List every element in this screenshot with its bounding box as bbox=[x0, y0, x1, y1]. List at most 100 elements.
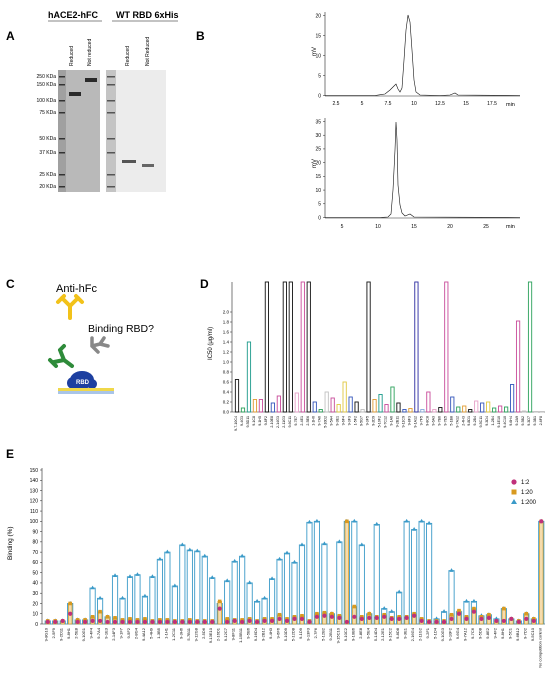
chart-e-marker-1-2 bbox=[127, 619, 133, 625]
chart-e-marker-1-2 bbox=[172, 619, 177, 625]
gel-left-marker-lane bbox=[58, 70, 66, 192]
band-rmarker-6 bbox=[107, 152, 115, 154]
gel-lane-label-left: Reduced bbox=[69, 46, 75, 66]
chart-d-bar bbox=[354, 401, 359, 413]
chart-e-marker-1-200 bbox=[441, 609, 447, 613]
chart-d-x-tick-label: 9-3B1 bbox=[533, 416, 537, 426]
chart-d-y-tick-label: 0.8 bbox=[223, 370, 230, 375]
chart-e-x-tick-label: 5-12D8 bbox=[291, 627, 296, 641]
chart-e-x-tick-label: 9-6B12 bbox=[515, 627, 520, 641]
chart-d-x-tick-labels: 9-7-10C4 9-4G3 9-5D11 9-1C8 9-1H5 9-8F2 2-10E8… bbox=[234, 416, 543, 431]
chart-e-marker-1-2 bbox=[195, 619, 200, 625]
chart-d-bar bbox=[521, 410, 527, 413]
chart-e-marker-1-200 bbox=[359, 542, 364, 547]
chart-e-y-tick-label: 30 bbox=[32, 591, 38, 597]
chart-e-marker-1-2 bbox=[255, 619, 260, 625]
chromatogram-top: mV 0 5 10 15 20 2.5 5 7.5 10 12.5 15 17.5 min bbox=[312, 12, 521, 108]
chart-d-y-tick-label: 1.0 bbox=[223, 360, 230, 365]
band-marker-3 bbox=[59, 100, 65, 102]
chart-e-marker-1-200 bbox=[389, 609, 394, 613]
chart-d-x-tick-label: 9-3D7 bbox=[527, 416, 531, 426]
chart-d-bar bbox=[258, 399, 264, 413]
chart-e-y-label: Binding (%) bbox=[7, 526, 14, 560]
chart-e-marker-1-200 bbox=[202, 553, 207, 558]
chart-e-bar-1-200 bbox=[201, 555, 208, 625]
chart-e-x-tick-label: 5-4H9 bbox=[148, 627, 153, 639]
chart-e-x-tick-label: 9-10G1 bbox=[81, 627, 86, 641]
chart-e-marker-1-2 bbox=[314, 614, 320, 619]
chart-e-x-tick-label: 5-10D9 bbox=[283, 627, 288, 641]
chart-d-bar bbox=[366, 281, 371, 413]
panel-a-letter: A bbox=[6, 29, 15, 43]
chart-e-marker-1-200 bbox=[284, 550, 290, 555]
chart-d-x-tick-label: 9-3F3 bbox=[348, 416, 352, 425]
chart-e-marker-1-20 bbox=[68, 601, 72, 606]
chart-e-y-tick-label: 140 bbox=[30, 478, 39, 484]
chart-d-x-tick-label: 9-8F3 bbox=[407, 416, 411, 425]
band-rmarker-5 bbox=[107, 138, 115, 140]
chart-e-marker-1-2 bbox=[426, 619, 432, 625]
chart-e-bar-1-200 bbox=[426, 522, 433, 625]
chart-e-marker-1-2 bbox=[449, 616, 454, 621]
panel-b: B mV 0 5 10 15 20 2.5 5 7.5 10 12.5 15 17.5 min mV… bbox=[196, 12, 521, 230]
chart-e-marker-1-2 bbox=[262, 618, 267, 624]
chart-d-bar bbox=[444, 281, 449, 413]
chart-d-x-tick-label: 9-2B11 bbox=[395, 416, 399, 427]
chart-e-marker-1-2 bbox=[322, 613, 327, 618]
chart-d-bar bbox=[240, 407, 246, 413]
chart-e-marker-1-2 bbox=[539, 519, 544, 524]
chart-e-bar-1-20 bbox=[539, 520, 544, 625]
chart-d-x-tick-label: 9-4G3 bbox=[240, 416, 244, 426]
chart-e-marker-1-200 bbox=[299, 542, 305, 547]
chart-d-bar bbox=[306, 281, 311, 413]
chart-d-bar bbox=[300, 281, 305, 413]
chart-e-marker-1-20 bbox=[90, 615, 95, 619]
chart-e-marker-1-200 bbox=[449, 568, 454, 572]
chart-e-marker-1-20 bbox=[472, 606, 476, 611]
chrom-bottom-trace bbox=[325, 121, 521, 218]
band-marker-8 bbox=[59, 186, 65, 188]
chart-d-x-tick-label: 1-5F2 bbox=[354, 416, 358, 425]
chart-e-marker-1-2 bbox=[284, 618, 290, 624]
chart-d-x-tick-label: 2-4H3 bbox=[461, 416, 465, 426]
chart-e-bar-1-200 bbox=[156, 558, 163, 625]
chart-d-bar bbox=[360, 409, 365, 413]
chart-d-y-label: IC50 (μg/ml) bbox=[208, 327, 214, 360]
chart-e-bar-1-200 bbox=[298, 544, 306, 625]
chart-d-y-ticks: 0.0 0.2 0.4 0.6 0.8 1.0 1.2 1.4 1.6 1.8 2.0 bbox=[223, 310, 232, 415]
chart-e-marker-1-2 bbox=[367, 615, 372, 620]
chrom-bottom-y-tick-label: 20 bbox=[315, 160, 321, 166]
chart-d-bar bbox=[348, 396, 353, 413]
chart-d-bar bbox=[486, 401, 491, 413]
chart-d-x-tick-label: 5-10F2 bbox=[378, 416, 382, 427]
chart-d-x-tick-label: 1-1H6 bbox=[312, 416, 316, 426]
rbd-label: RBD bbox=[76, 380, 90, 386]
chart-e-marker-1-2 bbox=[142, 619, 148, 625]
chrom-bottom-y-ticks: 0 5 10 15 20 25 30 35 bbox=[315, 119, 325, 221]
chart-d-x-tick-label: 9-6A3 bbox=[431, 416, 435, 426]
band-hace2-reduced bbox=[69, 92, 81, 96]
chart-e-bar-1-200 bbox=[358, 544, 365, 625]
chart-e-x-tick-label: 9-6F6 bbox=[276, 627, 281, 638]
chart-d-y-tick-label: 2.0 bbox=[223, 310, 230, 315]
chart-d-bar bbox=[270, 402, 275, 413]
chart-d-x-tick-label: 1-2B4 bbox=[491, 416, 495, 426]
chart-e-x-tick-label: 9-10F2 bbox=[448, 627, 453, 640]
chart-e-x-tick-label: 2-5D6 bbox=[201, 627, 206, 639]
chart-e-marker-1-200 bbox=[180, 542, 185, 547]
chart-e-x-tick-label: 9-12G8 bbox=[193, 627, 198, 641]
chart-e-bar-1-200 bbox=[209, 577, 216, 625]
gel-marker-label: 50 KDa bbox=[39, 136, 56, 142]
chart-e-marker-1-200 bbox=[239, 553, 245, 558]
chrom-top-x-tick-label: 7.5 bbox=[385, 101, 392, 107]
chart-e-y-tick-label: 60 bbox=[32, 560, 38, 566]
panel-c-letter: C bbox=[6, 277, 15, 291]
chart-d-y-tick-label: 0.4 bbox=[223, 390, 230, 395]
chrom-bottom-y-tick-label: 30 bbox=[315, 133, 321, 139]
chart-e-x-tick-label: 9-13E10 bbox=[208, 627, 213, 643]
chrom-bottom-x-tick-label: 20 bbox=[447, 224, 453, 230]
chrom-bottom-x-tick-label: 25 bbox=[483, 224, 489, 230]
chart-d-y-tick-label: 1.6 bbox=[223, 330, 230, 335]
chart-e-marker-1-200 bbox=[172, 583, 178, 588]
chart-e-x-tick-label: 9-10C2 bbox=[343, 627, 348, 641]
